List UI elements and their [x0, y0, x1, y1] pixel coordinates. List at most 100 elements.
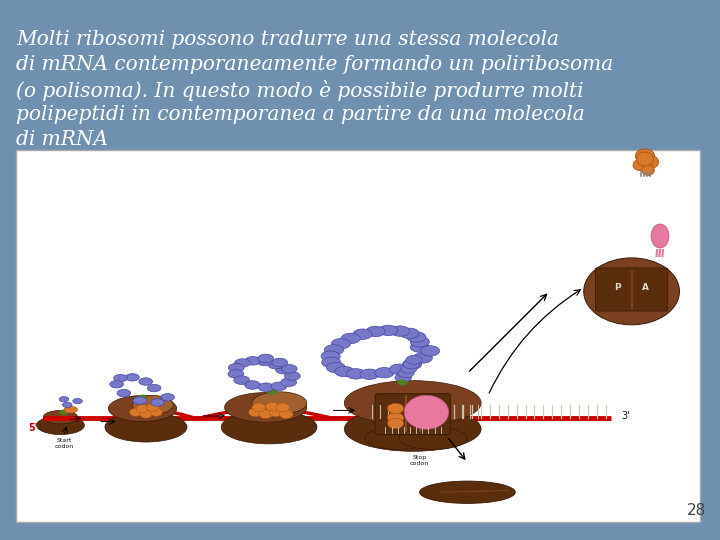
Ellipse shape: [221, 410, 317, 444]
Ellipse shape: [353, 329, 372, 340]
Ellipse shape: [322, 357, 341, 368]
Ellipse shape: [324, 345, 343, 355]
Text: polipeptidi in contemporanea a partire da una molecola: polipeptidi in contemporanea a partire d…: [16, 105, 585, 124]
Ellipse shape: [63, 402, 72, 407]
Ellipse shape: [108, 395, 176, 422]
Ellipse shape: [636, 152, 654, 166]
FancyBboxPatch shape: [375, 394, 450, 435]
Text: (o polisoma). In questo modo è possibile produrre molti: (o polisoma). In questo modo è possibile…: [16, 80, 583, 101]
Ellipse shape: [397, 380, 408, 385]
Ellipse shape: [281, 378, 297, 387]
Ellipse shape: [109, 381, 123, 388]
Ellipse shape: [279, 410, 293, 418]
Text: 3': 3': [621, 411, 630, 421]
Ellipse shape: [225, 393, 307, 422]
Ellipse shape: [266, 402, 279, 411]
Ellipse shape: [282, 364, 297, 373]
Ellipse shape: [272, 358, 287, 367]
Ellipse shape: [399, 427, 467, 449]
Ellipse shape: [73, 399, 82, 404]
Ellipse shape: [420, 346, 440, 356]
Text: Stop
codon: Stop codon: [410, 455, 429, 466]
Ellipse shape: [37, 416, 84, 435]
Text: 28: 28: [687, 503, 706, 518]
Ellipse shape: [331, 339, 351, 349]
Ellipse shape: [374, 368, 394, 378]
Ellipse shape: [407, 332, 426, 342]
Ellipse shape: [400, 328, 419, 339]
Ellipse shape: [59, 397, 68, 402]
Ellipse shape: [245, 381, 261, 389]
Ellipse shape: [268, 389, 277, 394]
Ellipse shape: [344, 407, 481, 451]
Ellipse shape: [387, 403, 404, 414]
Ellipse shape: [410, 342, 429, 352]
Ellipse shape: [335, 366, 354, 377]
Ellipse shape: [252, 392, 307, 414]
Ellipse shape: [365, 427, 433, 449]
Ellipse shape: [133, 397, 147, 404]
Ellipse shape: [130, 408, 142, 416]
Text: di mRNA contemporaneamente formando un poliribosoma: di mRNA contemporaneamente formando un p…: [16, 55, 613, 74]
Bar: [16, 150, 700, 522]
Ellipse shape: [643, 156, 659, 168]
Ellipse shape: [114, 374, 127, 382]
Ellipse shape: [410, 336, 429, 347]
Ellipse shape: [420, 481, 516, 503]
Ellipse shape: [404, 395, 449, 429]
Ellipse shape: [395, 373, 411, 382]
Ellipse shape: [235, 359, 251, 367]
Ellipse shape: [258, 383, 274, 391]
Ellipse shape: [390, 364, 408, 375]
Ellipse shape: [132, 395, 174, 414]
Ellipse shape: [125, 374, 139, 381]
Ellipse shape: [245, 356, 261, 365]
Ellipse shape: [635, 149, 654, 163]
Text: Start
codon: Start codon: [54, 438, 73, 449]
Ellipse shape: [400, 364, 417, 373]
Ellipse shape: [43, 410, 78, 424]
Ellipse shape: [136, 404, 149, 413]
Text: A: A: [642, 283, 649, 292]
Ellipse shape: [366, 326, 385, 336]
Ellipse shape: [117, 389, 131, 397]
Ellipse shape: [403, 360, 420, 369]
Ellipse shape: [642, 164, 654, 176]
Text: Molti ribosomi possono tradurre una stessa molecola: Molti ribosomi possono tradurre una stes…: [16, 30, 559, 49]
Ellipse shape: [228, 363, 244, 372]
Ellipse shape: [150, 399, 164, 406]
Ellipse shape: [147, 403, 159, 411]
Ellipse shape: [248, 408, 262, 417]
FancyBboxPatch shape: [595, 268, 668, 311]
Ellipse shape: [584, 258, 680, 325]
Ellipse shape: [360, 369, 379, 380]
Ellipse shape: [390, 326, 410, 336]
Ellipse shape: [228, 370, 244, 378]
Ellipse shape: [344, 381, 481, 426]
Ellipse shape: [148, 384, 161, 392]
Ellipse shape: [326, 362, 346, 373]
Ellipse shape: [138, 395, 147, 400]
Ellipse shape: [139, 378, 153, 385]
Ellipse shape: [161, 394, 174, 401]
Ellipse shape: [252, 403, 266, 412]
Ellipse shape: [268, 360, 284, 369]
Text: di mRNA: di mRNA: [16, 130, 108, 149]
Ellipse shape: [105, 412, 187, 442]
Ellipse shape: [64, 406, 78, 413]
Ellipse shape: [321, 351, 340, 361]
Ellipse shape: [346, 369, 366, 379]
Ellipse shape: [402, 359, 422, 369]
Ellipse shape: [379, 325, 398, 336]
Text: P: P: [615, 283, 621, 292]
Ellipse shape: [406, 355, 423, 364]
Ellipse shape: [633, 159, 647, 171]
Ellipse shape: [150, 408, 163, 416]
Text: 5': 5': [28, 423, 38, 434]
Ellipse shape: [60, 410, 68, 415]
Ellipse shape: [397, 369, 414, 377]
Ellipse shape: [271, 382, 287, 390]
Ellipse shape: [234, 376, 250, 384]
Ellipse shape: [284, 372, 300, 380]
Ellipse shape: [341, 333, 360, 343]
